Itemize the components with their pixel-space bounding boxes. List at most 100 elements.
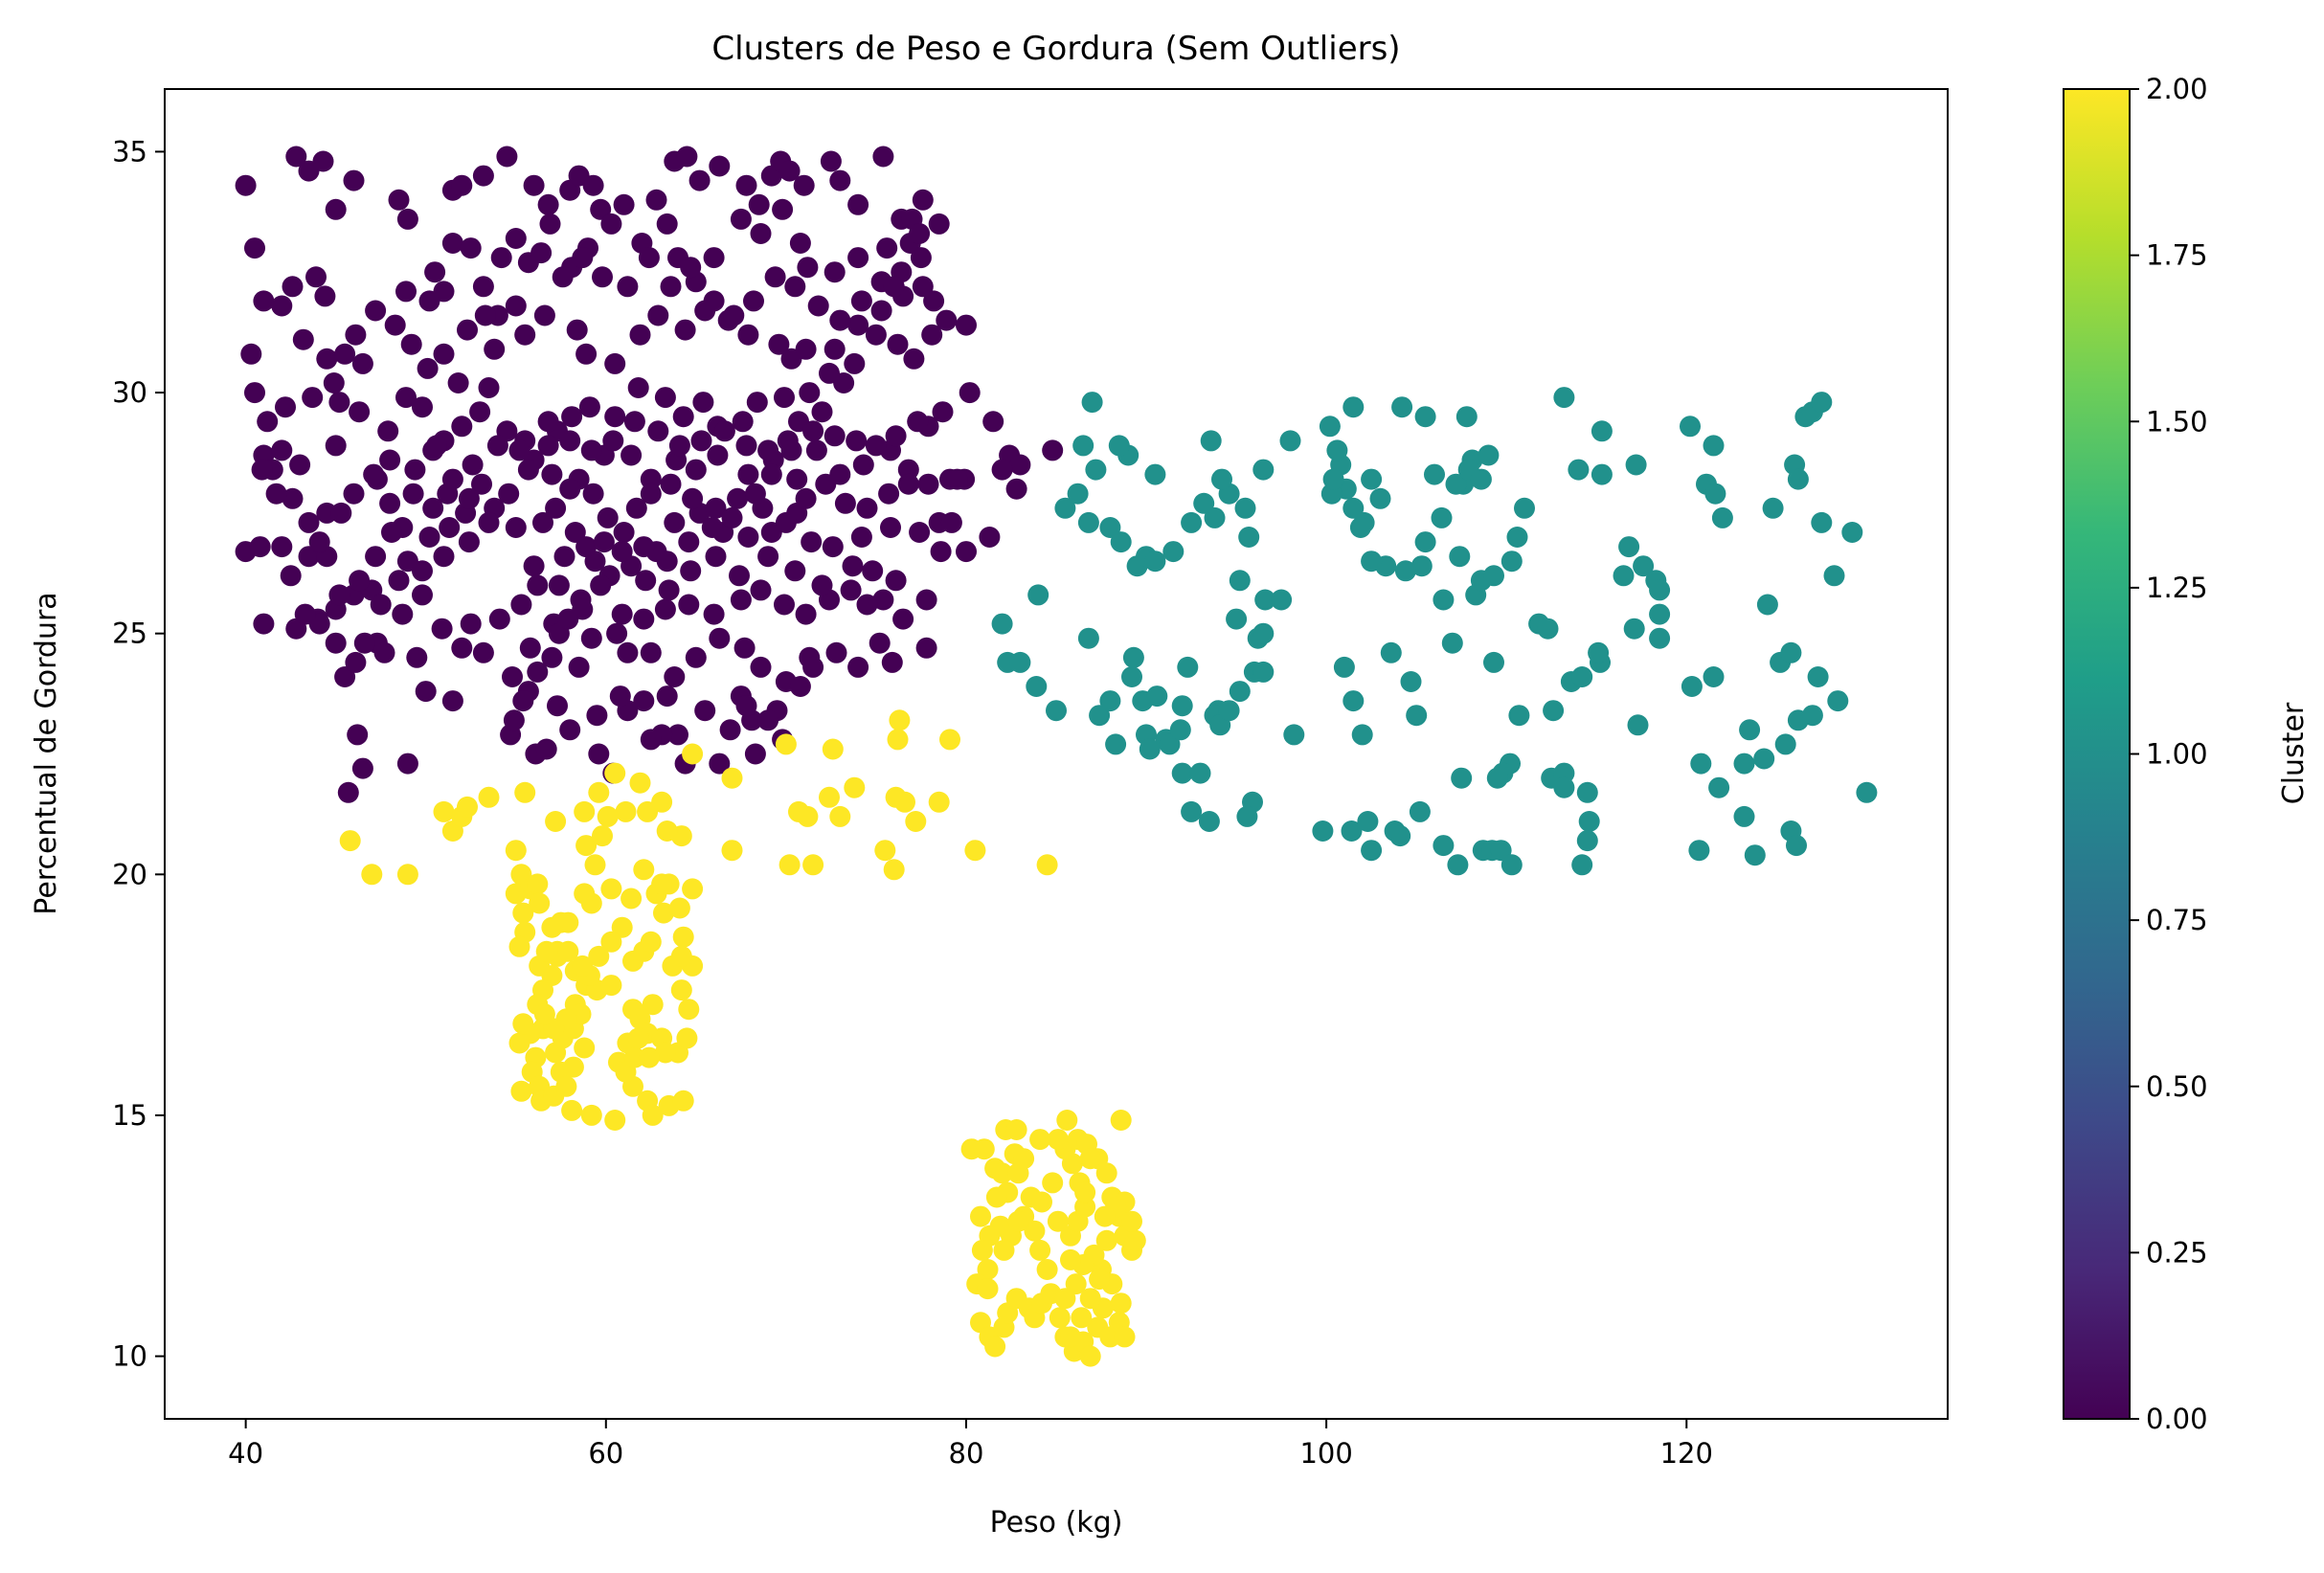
data-point-cluster-2: [822, 738, 844, 760]
data-point-cluster-0: [822, 536, 844, 558]
y-tick-label: 15: [112, 1099, 147, 1132]
data-point-cluster-0: [750, 656, 772, 678]
data-point-cluster-0: [757, 546, 779, 568]
data-point-cluster-0: [471, 473, 492, 495]
data-point-cluster-0: [885, 425, 907, 447]
data-point-cluster-0: [351, 352, 373, 374]
data-point-cluster-1: [1229, 681, 1251, 703]
data-point-cluster-1: [1762, 497, 1784, 519]
data-point-cluster-2: [1121, 1210, 1142, 1232]
data-point-cluster-1: [1433, 835, 1455, 857]
data-point-cluster-1: [1089, 705, 1111, 727]
data-point-cluster-2: [682, 743, 704, 765]
data-point-cluster-0: [510, 594, 532, 616]
data-point-cluster-0: [503, 709, 525, 731]
data-point-cluster-0: [392, 603, 414, 625]
data-point-cluster-2: [629, 772, 651, 794]
data-point-cluster-1: [1703, 435, 1725, 457]
data-point-cluster-0: [737, 463, 759, 485]
data-point-cluster-2: [894, 791, 915, 813]
data-point-cluster-0: [730, 208, 752, 230]
data-point-cluster-0: [441, 233, 463, 254]
data-point-cluster-0: [365, 300, 387, 322]
data-point-cluster-1: [1072, 435, 1094, 457]
data-point-cluster-0: [532, 511, 553, 533]
data-point-cluster-1: [1380, 641, 1402, 663]
data-point-cluster-1: [1744, 844, 1766, 866]
data-point-cluster-0: [850, 527, 872, 548]
data-point-cluster-1: [1756, 594, 1778, 616]
x-tick-label: 80: [949, 1437, 984, 1470]
data-point-cluster-2: [562, 1056, 584, 1078]
data-point-cluster-1: [1508, 705, 1530, 727]
data-point-cluster-2: [600, 975, 622, 997]
data-point-cluster-0: [664, 511, 686, 533]
data-point-cluster-1: [1081, 392, 1103, 414]
data-point-cluster-0: [505, 517, 527, 538]
data-point-cluster-1: [1283, 724, 1305, 746]
data-point-cluster-0: [917, 473, 939, 495]
data-point-cluster-0: [502, 666, 523, 687]
data-point-cluster-1: [1406, 705, 1428, 727]
data-point-cluster-0: [508, 439, 530, 461]
data-point-cluster-0: [654, 598, 676, 620]
data-point-cluster-0: [312, 150, 334, 172]
data-point-cluster-1: [1054, 497, 1076, 519]
data-point-cluster-1: [1553, 762, 1575, 784]
data-point-cluster-1: [1470, 468, 1492, 490]
data-point-cluster-0: [719, 719, 741, 741]
points-layer: [235, 146, 1878, 1367]
data-point-cluster-0: [872, 589, 894, 611]
data-point-cluster-0: [564, 522, 586, 543]
data-point-cluster-1: [1351, 724, 1373, 746]
data-point-cluster-0: [799, 382, 821, 404]
data-point-cluster-1: [1009, 651, 1031, 673]
data-point-cluster-1: [1414, 531, 1436, 553]
data-point-cluster-0: [620, 444, 643, 466]
data-point-cluster-2: [654, 1042, 676, 1064]
data-point-cluster-1: [1823, 565, 1845, 587]
data-point-cluster-2: [574, 1037, 596, 1059]
data-point-cluster-0: [548, 574, 570, 596]
data-point-cluster-1: [1483, 565, 1504, 587]
data-point-cluster-0: [347, 724, 369, 746]
data-point-cluster-0: [353, 632, 375, 654]
data-point-cluster-0: [909, 522, 931, 543]
data-point-cluster-2: [670, 979, 692, 1001]
data-point-cluster-0: [292, 328, 314, 350]
data-point-cluster-0: [703, 603, 725, 625]
data-point-cluster-0: [757, 439, 779, 461]
data-point-cluster-2: [993, 1239, 1015, 1261]
data-point-cluster-2: [1124, 1229, 1146, 1251]
data-point-cluster-1: [1553, 776, 1575, 798]
data-point-cluster-2: [529, 892, 551, 914]
data-point-cluster-0: [829, 309, 851, 331]
colorbar-label: Cluster: [2277, 702, 2311, 804]
data-point-cluster-0: [819, 362, 840, 384]
data-point-cluster-0: [533, 304, 555, 326]
data-point-cluster-2: [656, 820, 678, 842]
data-point-cluster-1: [1613, 565, 1635, 587]
data-point-cluster-0: [732, 411, 754, 433]
data-point-cluster-0: [412, 560, 433, 582]
data-point-cluster-2: [512, 1013, 534, 1035]
x-axis-label: Peso (kg): [990, 1506, 1123, 1539]
data-point-cluster-1: [1361, 551, 1383, 573]
data-point-cluster-0: [568, 656, 590, 678]
data-point-cluster-1: [991, 613, 1013, 635]
data-point-cluster-1: [1139, 738, 1161, 760]
data-point-cluster-2: [819, 786, 840, 808]
data-point-cluster-2: [1110, 1292, 1132, 1315]
x-tick-label: 40: [228, 1437, 263, 1470]
data-point-cluster-0: [282, 487, 304, 509]
data-point-cluster-0: [840, 579, 862, 601]
data-point-cluster-1: [1688, 840, 1710, 862]
data-point-cluster-2: [1060, 1326, 1081, 1348]
data-point-cluster-1: [1449, 546, 1471, 568]
data-point-cluster-0: [633, 690, 655, 712]
data-point-cluster-1: [1486, 767, 1508, 789]
data-point-cluster-0: [1042, 439, 1064, 461]
data-point-cluster-1: [1500, 854, 1523, 876]
data-point-cluster-0: [484, 338, 506, 360]
data-point-cluster-0: [940, 511, 962, 533]
